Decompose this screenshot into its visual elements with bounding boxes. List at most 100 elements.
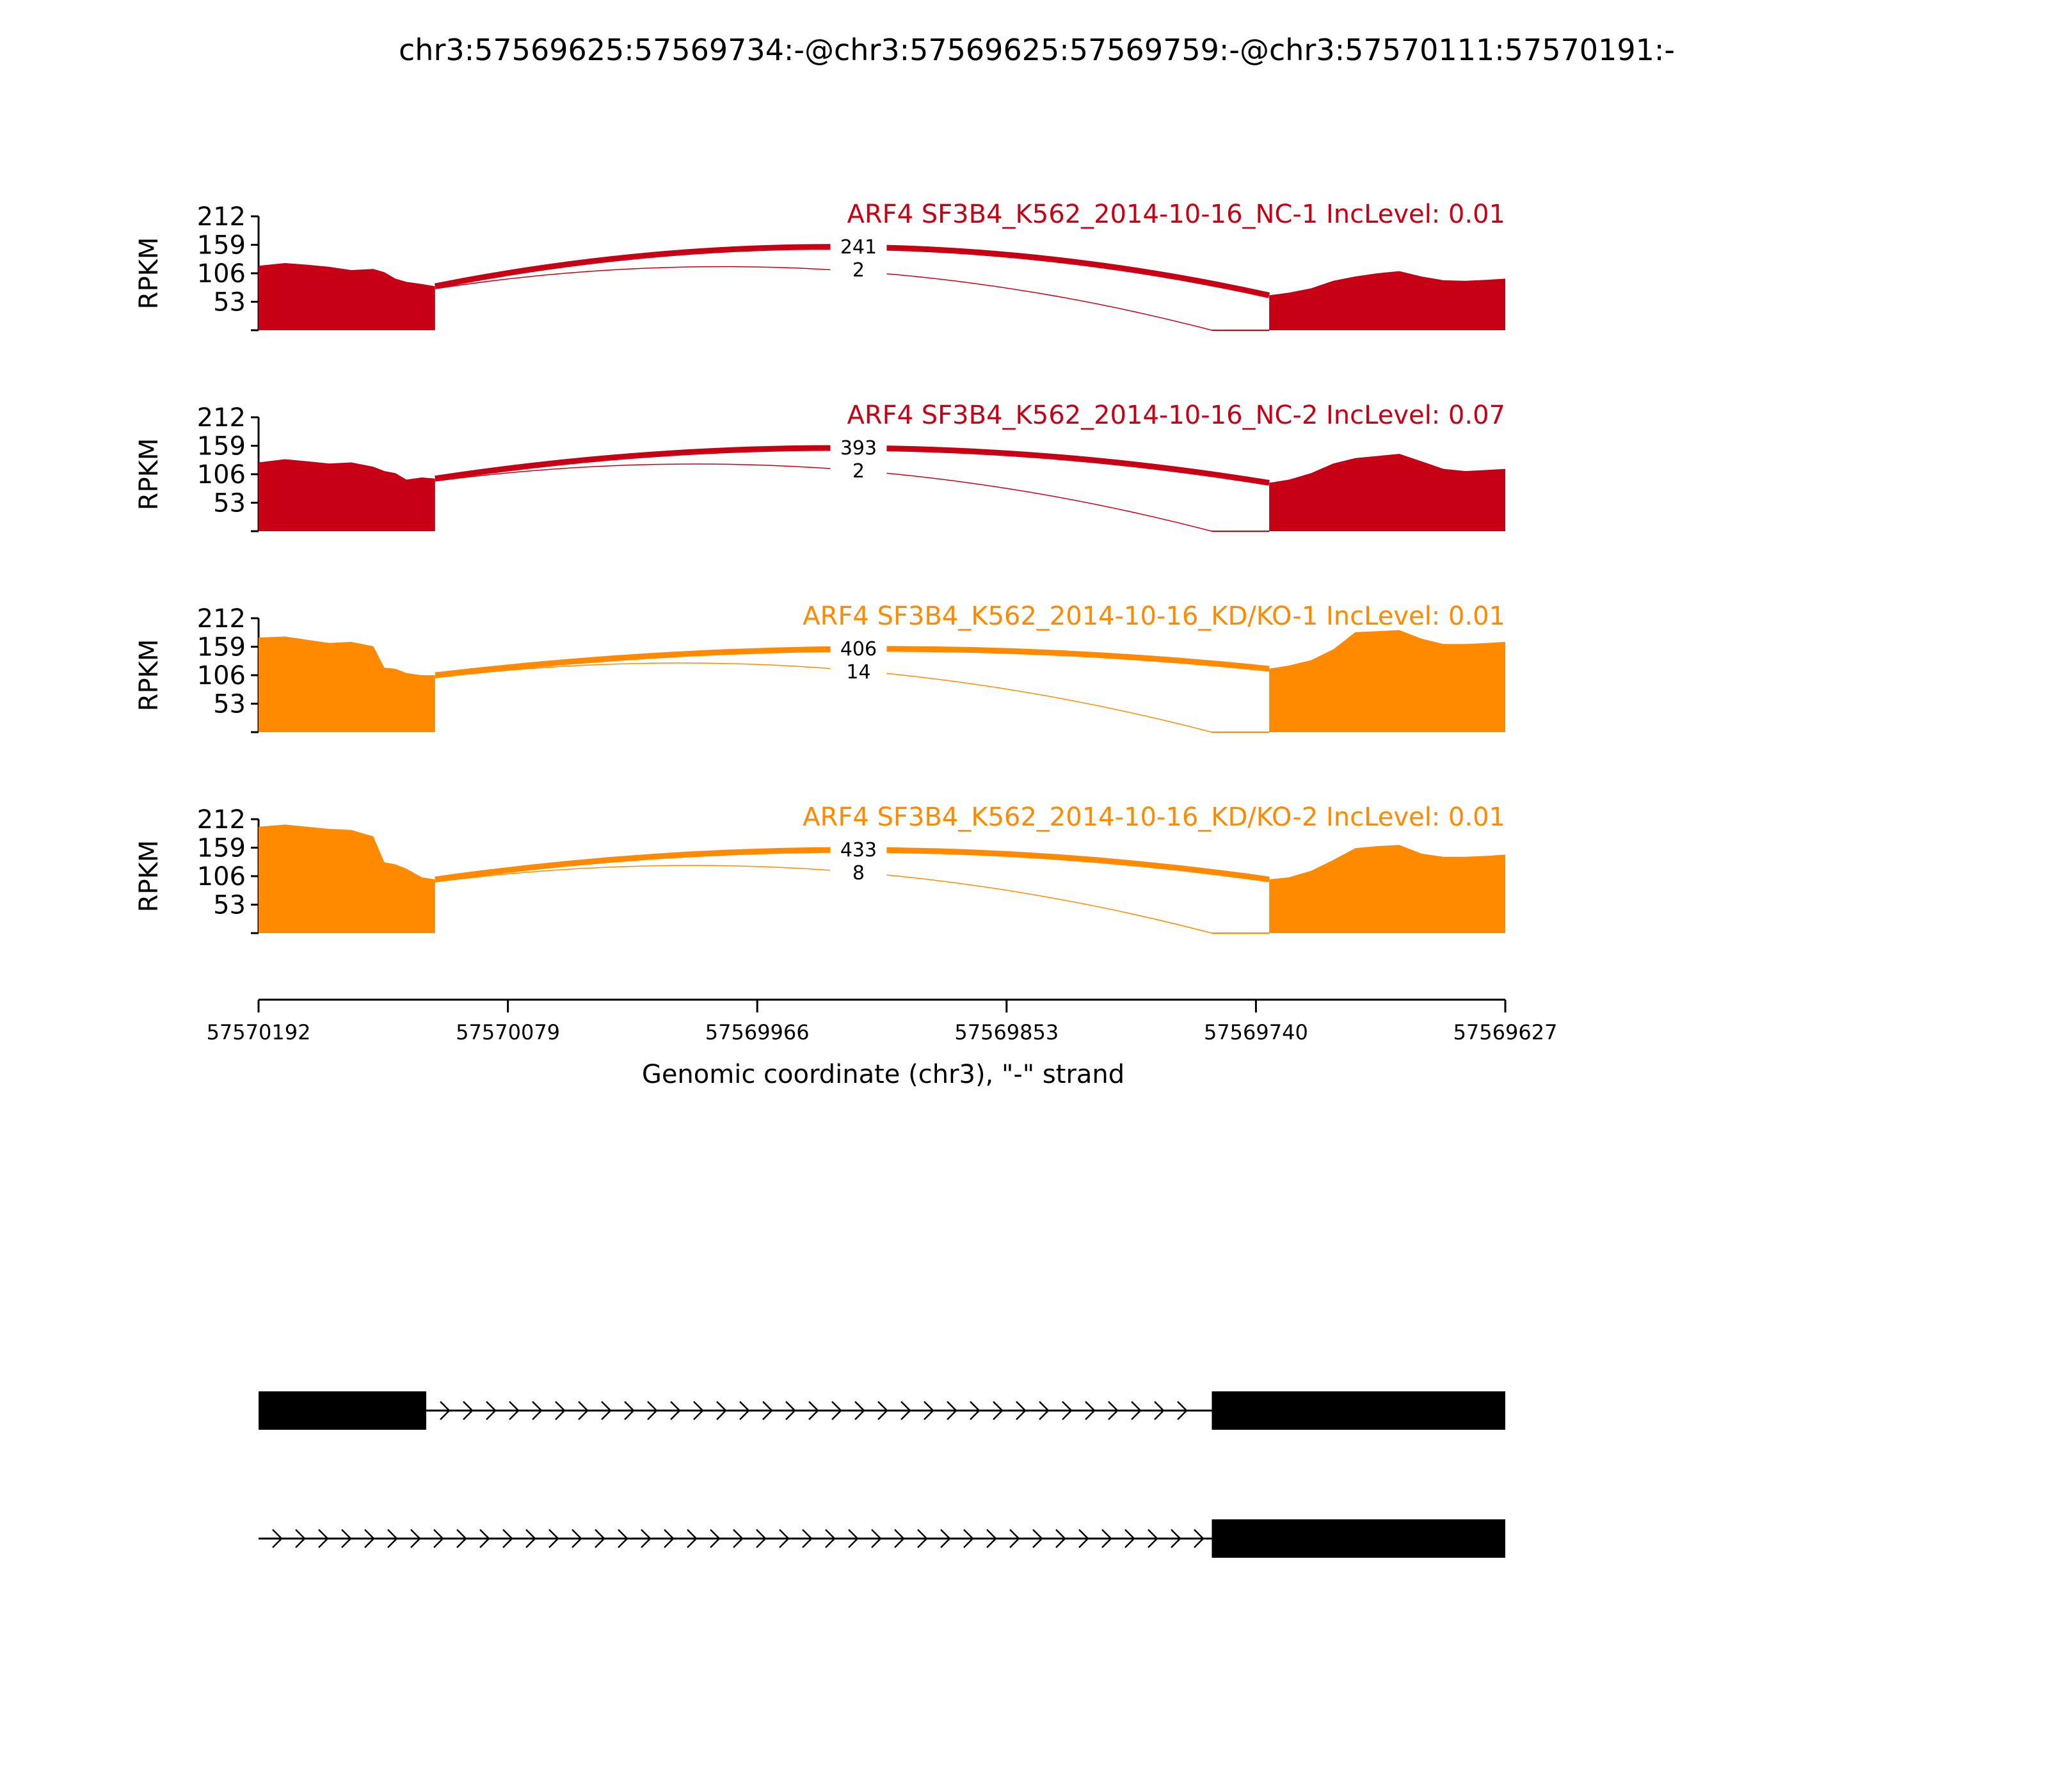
strand-arrow <box>710 1529 721 1548</box>
strand-arrow <box>1016 1401 1027 1420</box>
strand-arrow <box>831 1401 842 1420</box>
junction-count-box <box>830 259 887 282</box>
junction-arc-minor <box>435 865 1212 934</box>
x-axis-label: Genomic coordinate (chr3), "-" strand <box>642 1060 1124 1089</box>
strand-arrow <box>1009 1529 1020 1548</box>
strand-arrow <box>940 1529 951 1548</box>
strand-arrow <box>716 1401 727 1420</box>
strand-arrow <box>272 1529 283 1548</box>
coverage-right-exon <box>1269 845 1505 933</box>
y-tick-label: 212 <box>197 202 246 232</box>
strand-arrow <box>463 1401 474 1420</box>
strand-arrow <box>624 1401 635 1420</box>
x-tick-label: 57569966 <box>705 1020 810 1044</box>
strand-arrow <box>947 1401 957 1420</box>
y-tick-label: 106 <box>197 862 246 892</box>
strand-arrow <box>486 1401 497 1420</box>
y-tick-label: 53 <box>213 891 246 920</box>
sample-label: ARF4 SF3B4_K562_2014-10-16_NC-2 IncLevel… <box>847 401 1505 430</box>
strand-arrow <box>848 1529 859 1548</box>
strand-arrow <box>410 1529 421 1548</box>
y-tick-label: 106 <box>197 661 246 691</box>
strand-arrow <box>618 1529 628 1548</box>
strand-arrow <box>1124 1529 1135 1548</box>
junction-count-box <box>830 637 887 660</box>
strand-arrow <box>364 1529 375 1548</box>
coverage-left-exon <box>259 824 435 933</box>
strand-arrow <box>825 1529 836 1548</box>
y-axis-label: RPKM <box>134 438 164 511</box>
y-tick-label: 159 <box>197 834 246 863</box>
strand-arrow <box>479 1529 490 1548</box>
strand-arrow <box>341 1529 352 1548</box>
strand-arrow <box>647 1401 658 1420</box>
y-tick-label: 159 <box>197 432 246 461</box>
x-tick-label: 57569740 <box>1204 1020 1308 1044</box>
coverage-left-exon <box>259 263 435 330</box>
y-axis-label: RPKM <box>134 237 164 310</box>
strand-arrow <box>456 1529 467 1548</box>
junction-count-box <box>830 436 887 460</box>
x-tick-label: 57569627 <box>1453 1020 1558 1044</box>
strand-arrow <box>687 1529 698 1548</box>
strand-arrow <box>502 1529 513 1548</box>
chart-title: chr3:57569625:57569734:-@chr3:57569625:5… <box>399 33 1675 67</box>
y-tick-label: 106 <box>197 259 246 289</box>
junction-count-label: 241 <box>840 236 877 259</box>
strand-arrow <box>572 1529 582 1548</box>
strand-arrow <box>1177 1401 1188 1420</box>
strand-arrow <box>1154 1401 1165 1420</box>
y-tick-label: 159 <box>197 231 246 260</box>
strand-arrow <box>894 1529 905 1548</box>
strand-arrow <box>1194 1529 1204 1548</box>
strand-arrow <box>1039 1401 1050 1420</box>
exon-block <box>259 1391 427 1430</box>
y-tick-label: 106 <box>197 460 246 490</box>
y-axis-label: RPKM <box>134 639 164 712</box>
strand-arrow <box>295 1529 306 1548</box>
coverage-right-exon <box>1269 454 1505 531</box>
y-tick-label: 212 <box>197 403 246 433</box>
y-tick-label: 53 <box>213 690 246 719</box>
y-tick-label: 159 <box>197 633 246 662</box>
coverage-right-exon <box>1269 630 1505 732</box>
strand-arrow <box>779 1529 790 1548</box>
coverage-right-exon <box>1269 271 1505 330</box>
strand-arrow <box>756 1529 767 1548</box>
strand-arrow <box>664 1529 675 1548</box>
junction-arc-minor <box>435 463 1212 532</box>
strand-arrow <box>433 1529 444 1548</box>
strand-arrow <box>785 1401 796 1420</box>
strand-arrow <box>917 1529 928 1548</box>
strand-arrow <box>578 1401 589 1420</box>
strand-arrow <box>1148 1529 1158 1548</box>
junction-count-label: 2 <box>852 259 865 282</box>
junction-count-box <box>830 660 887 684</box>
junction-count-label: 14 <box>846 661 870 684</box>
strand-arrow <box>601 1401 612 1420</box>
x-tick-label: 57570079 <box>456 1020 560 1044</box>
isoform-2 <box>259 1519 1505 1558</box>
junction-arc-minor <box>435 266 1212 331</box>
strand-arrow <box>924 1401 934 1420</box>
strand-arrow <box>548 1529 559 1548</box>
exon-block <box>1212 1391 1505 1430</box>
strand-arrow <box>595 1529 605 1548</box>
strand-arrow <box>993 1401 1004 1420</box>
strand-arrow <box>854 1401 865 1420</box>
strand-arrow <box>440 1401 451 1420</box>
x-tick-label: 57570192 <box>207 1020 311 1044</box>
strand-arrow <box>532 1401 543 1420</box>
strand-arrow <box>509 1401 520 1420</box>
junction-count-label: 433 <box>840 839 877 861</box>
junction-count-label: 8 <box>852 862 865 884</box>
x-tick-label: 57569853 <box>954 1020 1059 1044</box>
sample-label: ARF4 SF3B4_K562_2014-10-16_KD/KO-1 IncLe… <box>803 602 1505 631</box>
strand-arrow <box>1131 1401 1142 1420</box>
strand-arrow <box>641 1529 652 1548</box>
strand-arrow <box>877 1401 888 1420</box>
